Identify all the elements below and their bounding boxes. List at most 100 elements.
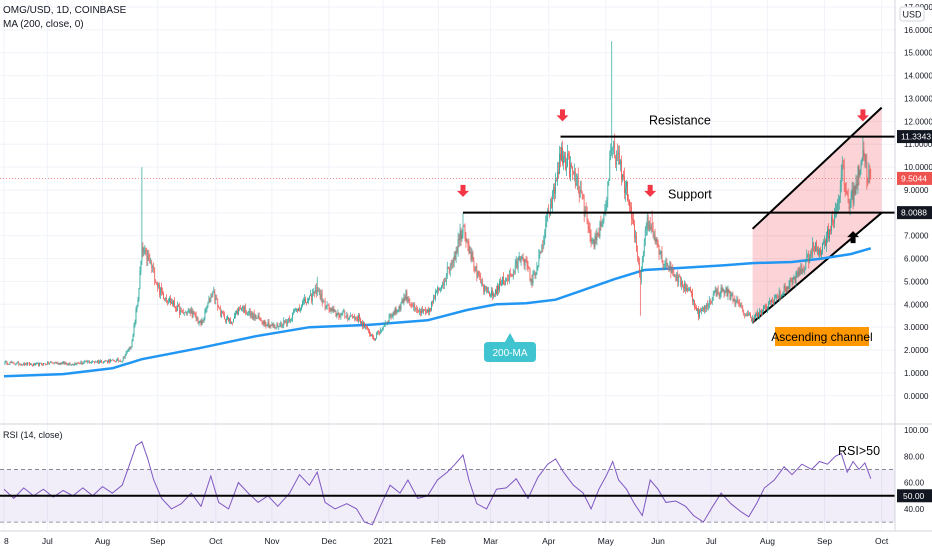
candle[interactable] xyxy=(235,310,236,319)
candle[interactable] xyxy=(614,133,616,159)
candle[interactable] xyxy=(378,330,380,336)
candle[interactable] xyxy=(299,304,300,312)
candle[interactable] xyxy=(851,181,853,200)
candle[interactable] xyxy=(123,356,125,359)
candle[interactable] xyxy=(820,246,821,257)
candle[interactable] xyxy=(665,257,667,268)
candle[interactable] xyxy=(453,251,455,268)
candle[interactable] xyxy=(852,181,854,210)
candles-layer[interactable] xyxy=(4,41,872,367)
candle[interactable] xyxy=(304,294,305,305)
candle[interactable] xyxy=(552,189,553,214)
candle[interactable] xyxy=(580,180,582,194)
candle[interactable] xyxy=(452,257,454,268)
candle[interactable] xyxy=(61,361,63,365)
candle[interactable] xyxy=(812,237,814,259)
candle[interactable] xyxy=(164,298,165,302)
candle[interactable] xyxy=(619,145,620,165)
candle[interactable] xyxy=(141,167,143,266)
candle[interactable] xyxy=(644,226,646,247)
candle[interactable] xyxy=(350,312,352,318)
candle[interactable] xyxy=(143,247,145,257)
candle[interactable] xyxy=(870,168,872,180)
candle[interactable] xyxy=(331,306,333,312)
candle[interactable] xyxy=(567,144,568,168)
candle[interactable] xyxy=(814,246,816,256)
candle[interactable] xyxy=(810,250,812,260)
candle[interactable] xyxy=(583,194,585,223)
candle[interactable] xyxy=(184,310,186,313)
candle[interactable] xyxy=(353,315,355,319)
candle[interactable] xyxy=(570,155,571,182)
candle[interactable] xyxy=(200,319,202,327)
candle[interactable] xyxy=(371,334,372,337)
candle[interactable] xyxy=(825,238,826,247)
candle[interactable] xyxy=(693,298,694,306)
candle[interactable] xyxy=(555,172,556,199)
candle[interactable] xyxy=(75,362,77,365)
candle[interactable] xyxy=(576,174,578,190)
candle[interactable] xyxy=(736,295,738,303)
candle[interactable] xyxy=(459,223,461,247)
candle[interactable] xyxy=(188,309,190,314)
candle[interactable] xyxy=(649,216,651,231)
candle[interactable] xyxy=(668,265,670,273)
candle[interactable] xyxy=(780,294,782,300)
candle[interactable] xyxy=(839,180,841,203)
candle[interactable] xyxy=(54,361,56,364)
candle[interactable] xyxy=(356,316,357,322)
candle[interactable] xyxy=(582,193,584,200)
candle[interactable] xyxy=(77,362,79,364)
candle[interactable] xyxy=(180,307,182,313)
candle[interactable] xyxy=(40,362,41,364)
candle[interactable] xyxy=(393,310,395,316)
candle[interactable] xyxy=(421,307,422,316)
candle[interactable] xyxy=(818,245,819,257)
candle[interactable] xyxy=(321,289,323,307)
candle[interactable] xyxy=(727,285,729,301)
candle[interactable] xyxy=(251,311,253,320)
candle[interactable] xyxy=(69,361,71,366)
candle[interactable] xyxy=(841,156,843,182)
candle[interactable] xyxy=(146,247,148,267)
candle[interactable] xyxy=(323,300,325,303)
candle[interactable] xyxy=(153,262,155,273)
candle[interactable] xyxy=(35,362,36,366)
candle[interactable] xyxy=(434,294,435,300)
candle[interactable] xyxy=(407,296,409,304)
candle[interactable] xyxy=(168,298,169,305)
candle[interactable] xyxy=(622,173,623,183)
candle[interactable] xyxy=(361,320,362,325)
candle[interactable] xyxy=(310,293,312,304)
candle[interactable] xyxy=(443,277,445,290)
candle[interactable] xyxy=(634,219,635,243)
candle[interactable] xyxy=(128,347,130,353)
candle[interactable] xyxy=(23,362,25,366)
candle[interactable] xyxy=(72,363,74,365)
candle[interactable] xyxy=(534,270,536,279)
candle[interactable] xyxy=(483,284,485,295)
candle[interactable] xyxy=(467,239,469,252)
candle[interactable] xyxy=(440,287,441,293)
candle[interactable] xyxy=(409,298,411,307)
candle[interactable] xyxy=(339,313,341,319)
candle[interactable] xyxy=(608,178,610,186)
candle[interactable] xyxy=(715,287,717,297)
candle[interactable] xyxy=(30,362,31,366)
candle[interactable] xyxy=(254,313,256,321)
candle[interactable] xyxy=(28,362,29,364)
candle[interactable] xyxy=(253,309,255,322)
candle[interactable] xyxy=(182,308,184,315)
candle[interactable] xyxy=(248,308,250,317)
candle[interactable] xyxy=(154,267,156,286)
candle[interactable] xyxy=(413,302,415,311)
candle[interactable] xyxy=(42,363,43,367)
candle[interactable] xyxy=(274,324,276,330)
candle[interactable] xyxy=(196,316,198,321)
candle[interactable] xyxy=(90,361,92,364)
candle[interactable] xyxy=(850,190,852,208)
candle[interactable] xyxy=(639,270,641,316)
candle[interactable] xyxy=(590,229,592,248)
candle[interactable] xyxy=(490,293,491,298)
candle[interactable] xyxy=(249,308,251,319)
